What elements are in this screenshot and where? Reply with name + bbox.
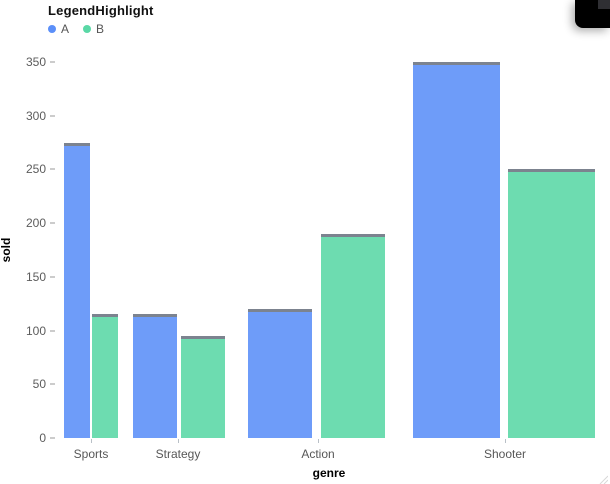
bar-b-sports[interactable]	[92, 314, 118, 438]
x-category-label-strategy: Strategy	[155, 447, 201, 461]
corner-overlay[interactable]	[575, 0, 610, 28]
x-tick-mark	[178, 439, 179, 443]
y-tick-label: 150	[25, 269, 46, 284]
corner-overlay-inner	[598, 0, 610, 9]
y-tick-mark	[50, 275, 55, 278]
x-tick-mark	[505, 439, 506, 443]
y-tick-label: 100	[25, 323, 46, 338]
x-category-label-sports: Sports	[73, 447, 109, 461]
y-axis-title: sold	[0, 237, 13, 263]
x-tick-mark	[91, 439, 92, 443]
legend-item-label: B	[96, 22, 105, 36]
y-tick-mark	[50, 114, 55, 117]
bar-b-shooter[interactable]	[508, 169, 595, 438]
y-tick-label: 250	[25, 162, 46, 177]
legend-item-label: A	[61, 22, 70, 36]
bar-b-action[interactable]	[321, 233, 385, 438]
resize-grip-icon[interactable]	[597, 471, 609, 484]
y-tick-label: 0	[39, 431, 46, 445]
y-tick-label: 50	[32, 377, 46, 392]
legend-marker-icon	[48, 25, 56, 33]
bar-a-shooter[interactable]	[413, 62, 500, 438]
legend-marker-icon	[83, 25, 92, 33]
bar-a-action[interactable]	[248, 309, 312, 438]
x-tick-mark	[318, 439, 319, 443]
y-tick-label: 350	[25, 55, 46, 69]
y-tick-mark	[50, 383, 55, 386]
bar-a-sports[interactable]	[64, 142, 90, 438]
x-category-label-action: Action	[301, 447, 335, 461]
x-category-label-shooter: Shooter	[483, 447, 527, 461]
y-tick-label: 200	[25, 216, 46, 231]
legend-item-a[interactable]: A	[48, 22, 69, 36]
y-tick-mark	[50, 329, 55, 332]
y-tick-mark	[50, 168, 55, 171]
legend-title: LegendHighlight	[48, 3, 154, 18]
y-tick-mark	[50, 61, 55, 63]
bar-a-strategy[interactable]	[133, 314, 177, 438]
y-tick-label: 300	[25, 108, 46, 123]
legend-item-b[interactable]: B	[83, 22, 104, 36]
y-tick-mark	[50, 222, 55, 225]
x-axis-title: genre	[312, 466, 346, 480]
y-tick-mark	[50, 437, 55, 439]
bar-b-strategy[interactable]	[181, 335, 225, 438]
